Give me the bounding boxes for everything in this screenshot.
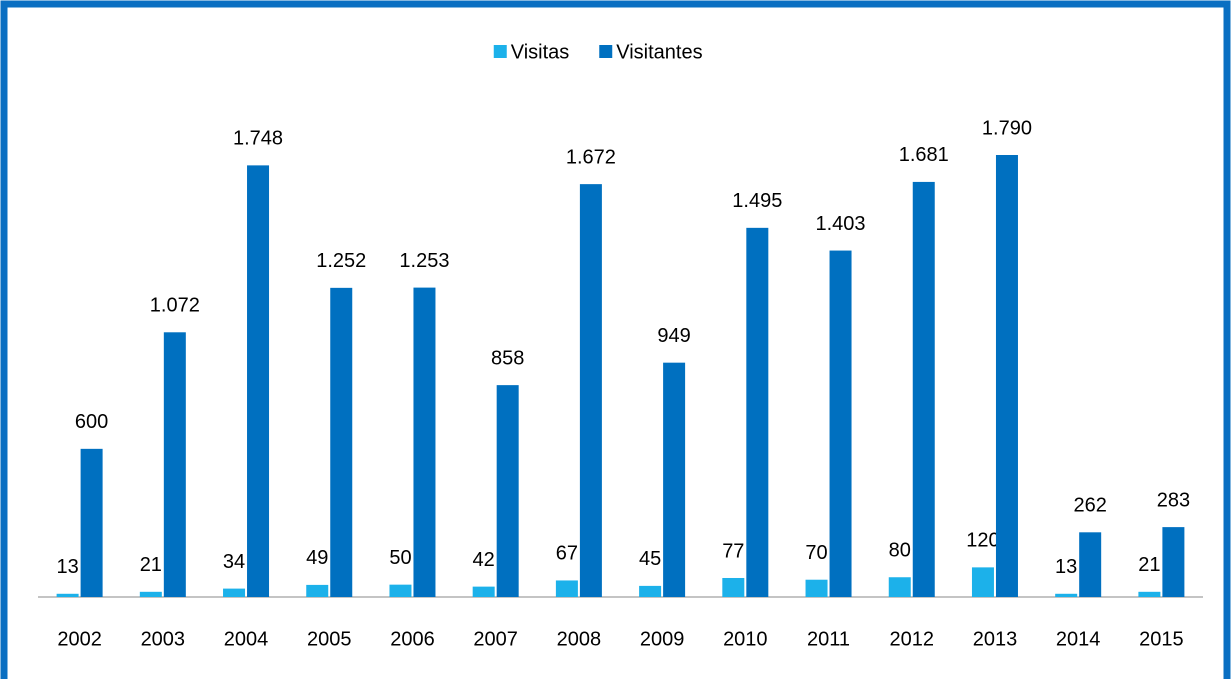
bar bbox=[496, 385, 519, 597]
bar bbox=[56, 593, 79, 597]
data-label: 49 bbox=[306, 547, 328, 569]
bar bbox=[912, 181, 935, 597]
data-label: 1.748 bbox=[233, 128, 283, 150]
data-label: 21 bbox=[140, 554, 162, 576]
bar bbox=[829, 250, 852, 597]
data-label: 21 bbox=[1138, 554, 1160, 576]
bar bbox=[555, 580, 578, 597]
bar bbox=[579, 184, 602, 597]
data-label: 1.495 bbox=[732, 190, 782, 212]
data-label: 1.403 bbox=[816, 213, 866, 235]
data-label: 1.672 bbox=[566, 146, 616, 168]
bar bbox=[888, 577, 911, 597]
bar bbox=[1079, 532, 1102, 597]
x-tick-label: 2007 bbox=[473, 628, 518, 650]
data-label: 262 bbox=[1073, 495, 1106, 517]
bar bbox=[413, 287, 436, 597]
x-tick-label: 2003 bbox=[141, 628, 186, 650]
legend-swatch bbox=[493, 45, 507, 58]
x-tick-label: 2005 bbox=[307, 628, 352, 650]
data-label: 67 bbox=[556, 543, 578, 565]
data-label: 45 bbox=[639, 548, 661, 570]
bar bbox=[306, 584, 329, 597]
legend-label: Visitas bbox=[511, 41, 570, 63]
bar bbox=[663, 362, 686, 597]
x-tick-label: 2011 bbox=[807, 628, 850, 650]
x-tick-label: 2013 bbox=[973, 628, 1018, 650]
bar bbox=[1055, 593, 1078, 597]
bar bbox=[995, 155, 1018, 597]
bar bbox=[163, 332, 186, 597]
data-label: 34 bbox=[223, 551, 245, 573]
bar bbox=[722, 577, 745, 597]
bar bbox=[805, 579, 828, 597]
x-tick-label: 2002 bbox=[57, 628, 102, 650]
bar bbox=[80, 448, 103, 597]
bar bbox=[746, 227, 769, 598]
x-tick-label: 2010 bbox=[723, 628, 768, 650]
data-label: 13 bbox=[1055, 556, 1077, 578]
bar bbox=[1138, 591, 1161, 597]
data-label: 70 bbox=[805, 542, 827, 564]
data-label: 80 bbox=[889, 540, 911, 562]
data-label: 77 bbox=[722, 540, 744, 562]
x-tick-label: 2009 bbox=[640, 628, 685, 650]
legend-label: Visitantes bbox=[616, 41, 702, 63]
bar bbox=[330, 287, 353, 597]
bar bbox=[971, 567, 994, 597]
x-tick-label: 2015 bbox=[1139, 628, 1184, 650]
data-label: 858 bbox=[491, 347, 524, 369]
bar bbox=[223, 588, 246, 597]
bar bbox=[247, 165, 270, 597]
data-label: 600 bbox=[75, 411, 108, 433]
data-label: 42 bbox=[473, 549, 495, 571]
data-label: 283 bbox=[1157, 489, 1190, 511]
data-label: 13 bbox=[56, 556, 78, 578]
bar bbox=[639, 585, 662, 597]
bar bbox=[1162, 527, 1185, 597]
data-label: 1.681 bbox=[899, 144, 949, 166]
bar bbox=[389, 584, 412, 597]
x-tick-label: 2006 bbox=[390, 628, 435, 650]
x-tick-label: 2008 bbox=[557, 628, 602, 650]
x-tick-label: 2012 bbox=[890, 628, 935, 650]
data-label: 1.072 bbox=[150, 295, 200, 317]
bar bbox=[472, 586, 495, 597]
data-label: 50 bbox=[389, 547, 411, 569]
x-tick-label: 2004 bbox=[224, 628, 269, 650]
data-label: 1.790 bbox=[982, 117, 1032, 139]
x-tick-label: 2014 bbox=[1056, 628, 1101, 650]
data-label: 1.252 bbox=[316, 250, 366, 272]
data-label: 1.253 bbox=[399, 250, 449, 272]
legend-swatch bbox=[599, 45, 613, 58]
bar bbox=[139, 591, 162, 597]
data-label: 949 bbox=[657, 325, 690, 347]
data-label: 120 bbox=[966, 530, 999, 552]
